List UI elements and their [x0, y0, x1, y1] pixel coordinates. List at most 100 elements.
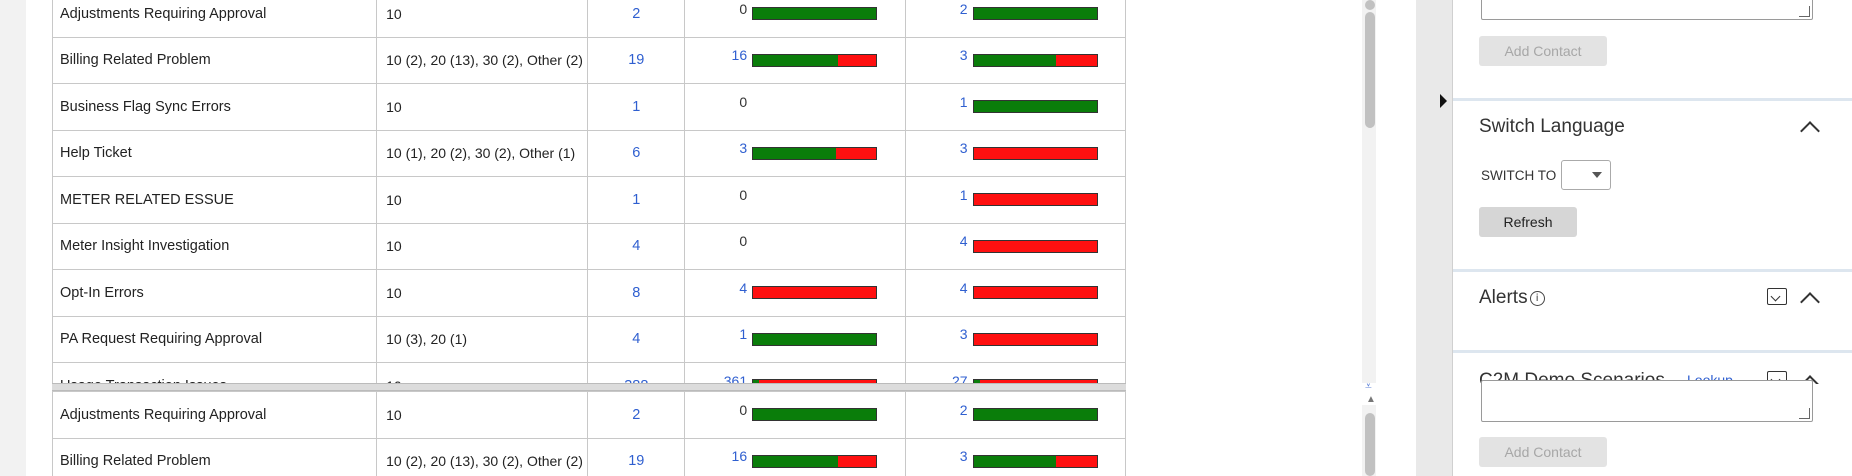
open-cell: 0 — [684, 391, 906, 439]
inbox-icon[interactable] — [1767, 288, 1787, 305]
overdue-bar[interactable] — [972, 53, 1098, 67]
chevron-up-icon[interactable] — [1800, 292, 1820, 312]
queue-name-cell: Adjustments Requiring Approval — [51, 391, 378, 439]
queue-grid-bottom: Adjustments Requiring Approval 10 2 0 2 Billi… — [51, 391, 1126, 476]
queue-name-cell: METER RELATED ESSUE — [51, 176, 378, 224]
queue-grid-top: Adjustments Requiring Approval 10 2 0 2 Billi… — [51, 0, 1126, 383]
queue-grid-pane-bottom: Adjustments Requiring Approval 10 2 0 2 Billi… — [0, 391, 1126, 476]
c2m-textarea[interactable] — [1481, 380, 1813, 422]
overdue-bar[interactable] — [972, 7, 1098, 21]
open-count[interactable]: 4 — [739, 279, 748, 296]
overdue-count[interactable]: 1 — [959, 93, 968, 110]
queue-name-cell: PA Request Requiring Approval — [51, 315, 378, 363]
overdue-count[interactable]: 4 — [959, 279, 968, 296]
overdue-count[interactable]: 3 — [959, 326, 968, 343]
overdue-count[interactable]: 2 — [959, 0, 968, 17]
open-bar[interactable] — [752, 286, 878, 300]
scroll-to-bottom-icon[interactable]: ⩡ — [1365, 379, 1372, 393]
open-cell: 3 — [684, 129, 906, 177]
table-row: Help Ticket 10 (1), 20 (2), 30 (2), Other… — [51, 129, 1126, 177]
refresh-button[interactable]: Refresh — [1479, 207, 1577, 237]
count-link[interactable]: 19 — [628, 52, 645, 69]
top-scrollbar[interactable] — [1362, 0, 1376, 383]
language-select[interactable] — [1561, 160, 1611, 190]
add-contact-button-2[interactable]: Add Contact — [1479, 437, 1607, 467]
overdue-count[interactable]: 4 — [959, 233, 968, 250]
contact-notes-textarea[interactable] — [1481, 0, 1813, 20]
priority-cell: 10 — [376, 362, 589, 383]
overdue-bar[interactable] — [972, 454, 1098, 468]
open-cell: 0 — [684, 222, 906, 270]
open-count: 0 — [739, 0, 748, 17]
priority-cell: 10 (2), 20 (13), 30 (2), Other (2) — [376, 36, 589, 84]
overdue-count[interactable]: 2 — [959, 401, 968, 418]
count-link[interactable]: 6 — [632, 145, 641, 162]
top-scroll-thumb[interactable] — [1365, 12, 1375, 128]
open-bar[interactable] — [752, 379, 878, 383]
chevron-up-icon[interactable] — [1800, 121, 1820, 141]
open-cell: 361 — [684, 362, 906, 383]
table-row: Adjustments Requiring Approval 10 2 0 2 — [51, 391, 1126, 439]
overdue-bar[interactable] — [972, 100, 1098, 114]
count-link[interactable]: 19 — [628, 453, 645, 470]
overdue-count[interactable]: 27 — [951, 372, 968, 383]
open-count[interactable]: 1 — [739, 326, 748, 343]
count-cell: 6 — [587, 129, 686, 177]
open-bar[interactable] — [752, 146, 878, 160]
count-link[interactable]: 2 — [632, 406, 641, 423]
priority-cell: 10 — [376, 176, 589, 224]
queue-name-cell: Billing Related Problem — [51, 36, 378, 84]
open-cell: 0 — [684, 83, 906, 131]
overdue-bar[interactable] — [972, 239, 1098, 253]
count-link[interactable]: 2 — [632, 5, 641, 22]
overdue-bar[interactable] — [972, 193, 1098, 207]
bottom-scroll-thumb[interactable] — [1365, 413, 1375, 476]
overdue-bar-red — [973, 240, 1097, 252]
resize-grip-icon[interactable] — [1799, 6, 1810, 17]
count-link[interactable]: 1 — [632, 98, 641, 115]
open-bar[interactable] — [752, 454, 878, 468]
expand-panel-icon[interactable] — [1440, 94, 1447, 108]
count-link[interactable]: 1 — [632, 191, 641, 208]
count-link[interactable]: 8 — [632, 284, 641, 301]
count-link[interactable]: 388 — [624, 378, 648, 383]
priority-cell: 10 — [376, 391, 589, 439]
open-bar[interactable] — [752, 332, 878, 346]
count-link[interactable]: 4 — [632, 331, 641, 348]
table-row: Meter Insight Investigation 10 4 0 4 — [51, 222, 1126, 270]
add-contact-button[interactable]: Add Contact — [1479, 36, 1607, 66]
overdue-bar[interactable] — [972, 286, 1098, 300]
top-scroll-thumb-end[interactable] — [1365, 0, 1375, 10]
overdue-bar[interactable] — [972, 146, 1098, 160]
main-area: Adjustments Requiring Approval 10 2 0 2 Billi… — [0, 0, 1416, 476]
overdue-count[interactable]: 3 — [959, 448, 968, 465]
overdue-bar[interactable] — [972, 408, 1098, 422]
overdue-count[interactable]: 1 — [959, 186, 968, 203]
open-bar-green — [753, 333, 877, 345]
table-row: Billing Related Problem 10 (2), 20 (13), … — [51, 36, 1126, 84]
overdue-bar[interactable] — [972, 379, 1098, 383]
overdue-bar[interactable] — [972, 332, 1098, 346]
open-count[interactable]: 16 — [731, 448, 748, 465]
open-count[interactable]: 16 — [731, 47, 748, 64]
overdue-count[interactable]: 3 — [959, 140, 968, 157]
priority-cell: 10 (2), 20 (13), 30 (2), Other (2) — [376, 437, 589, 476]
overdue-cell: 3 — [904, 315, 1126, 363]
right-sidebar: Add Contact Switch Language SWITCH TO Re… — [1452, 0, 1852, 476]
overdue-bar-red — [1055, 54, 1097, 66]
grid-splitter[interactable] — [52, 383, 1126, 391]
open-bar[interactable] — [752, 7, 878, 21]
open-count[interactable]: 361 — [723, 372, 748, 383]
overdue-bar-green — [973, 380, 980, 383]
count-link[interactable]: 4 — [632, 238, 641, 255]
bottom-scrollbar[interactable] — [1362, 405, 1376, 476]
open-count[interactable]: 3 — [739, 140, 748, 157]
info-icon[interactable]: i — [1529, 291, 1545, 306]
scroll-up-icon[interactable]: ▲ — [1366, 394, 1376, 405]
overdue-count[interactable]: 3 — [959, 47, 968, 64]
resize-grip-icon[interactable] — [1799, 408, 1810, 419]
open-bar[interactable] — [752, 53, 878, 67]
inbox-icon[interactable] — [1767, 371, 1787, 384]
open-bar[interactable] — [752, 408, 878, 422]
switch-to-label: SWITCH TO — [1481, 168, 1557, 183]
